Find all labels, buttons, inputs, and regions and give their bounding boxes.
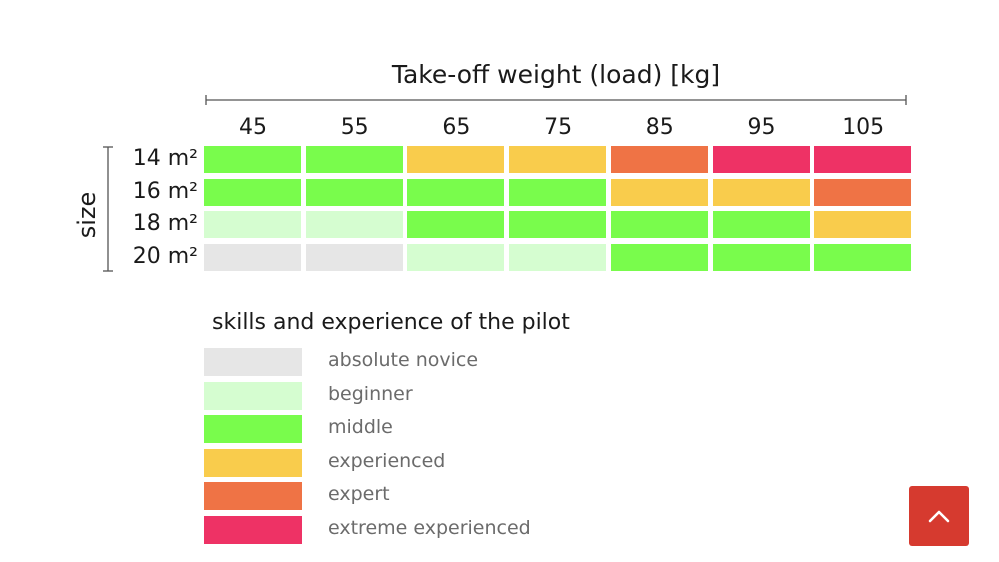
legend-label: beginner <box>328 382 413 405</box>
heatmap-cell <box>610 178 708 206</box>
legend-swatch <box>204 381 302 410</box>
y-tick-label: 16 m² <box>132 178 198 204</box>
legend-label: experienced <box>328 449 446 472</box>
y-tick-label: 14 m² <box>132 146 198 171</box>
heatmap-cell <box>204 211 301 238</box>
heatmap-cell <box>814 211 912 238</box>
heatmap-cell <box>712 243 810 271</box>
heatmap-cell <box>814 178 912 206</box>
heatmap-cell <box>712 211 810 238</box>
y-tick-label: 18 m² <box>132 211 198 236</box>
legend-title: skills and experience of the pilot <box>212 310 570 335</box>
heatmap-cell <box>407 243 505 271</box>
legend-label: extreme experienced <box>328 516 531 539</box>
heatmap-cell <box>305 146 403 173</box>
heatmap-cell <box>407 146 505 173</box>
heatmap-cell <box>407 178 505 206</box>
heatmap-cell <box>407 211 505 238</box>
y-axis-bracket <box>103 146 113 272</box>
x-axis-bracket <box>205 95 907 105</box>
x-tick-label: 55 <box>340 115 369 140</box>
heatmap-cell <box>610 146 708 173</box>
heatmap-cell <box>610 243 708 271</box>
x-axis-title: Take-off weight (load) [kg] <box>391 60 721 89</box>
heatmap-cell <box>509 211 607 238</box>
legend-label: absolute novice <box>328 349 479 371</box>
heatmap-cell <box>712 146 810 173</box>
legend-swatch <box>204 515 302 544</box>
chevron-up-icon <box>928 510 950 523</box>
heatmap-cell <box>712 178 810 206</box>
heatmap-cell <box>814 243 912 271</box>
heatmap-cell <box>814 146 912 173</box>
legend-swatch <box>204 482 302 510</box>
heatmap-cell <box>204 146 301 173</box>
heatmap-cell <box>509 178 607 206</box>
heatmap-cell <box>509 146 607 173</box>
y-tick-label: 20 m² <box>132 243 198 269</box>
heatmap-cell <box>305 178 403 206</box>
legend-swatch <box>204 348 302 376</box>
heatmap-cell <box>204 178 301 206</box>
x-tick-label: 105 <box>842 115 885 140</box>
legend-swatch <box>204 415 302 443</box>
heatmap-cell <box>305 243 403 271</box>
heatmap-cell <box>610 211 708 238</box>
x-tick-label: 85 <box>645 115 674 140</box>
x-tick-label: 65 <box>442 115 471 140</box>
legend-swatch <box>204 448 302 477</box>
x-tick-label: 75 <box>544 115 573 140</box>
heatmap-cell <box>204 243 301 271</box>
heatmap-cell <box>305 211 403 238</box>
x-tick-label: 95 <box>747 115 776 140</box>
scroll-to-top-button[interactable] <box>909 486 969 546</box>
legend-label: middle <box>328 416 393 438</box>
legend-label: expert <box>328 483 390 505</box>
heatmap-cell <box>509 243 607 271</box>
x-tick-label: 45 <box>239 115 267 140</box>
